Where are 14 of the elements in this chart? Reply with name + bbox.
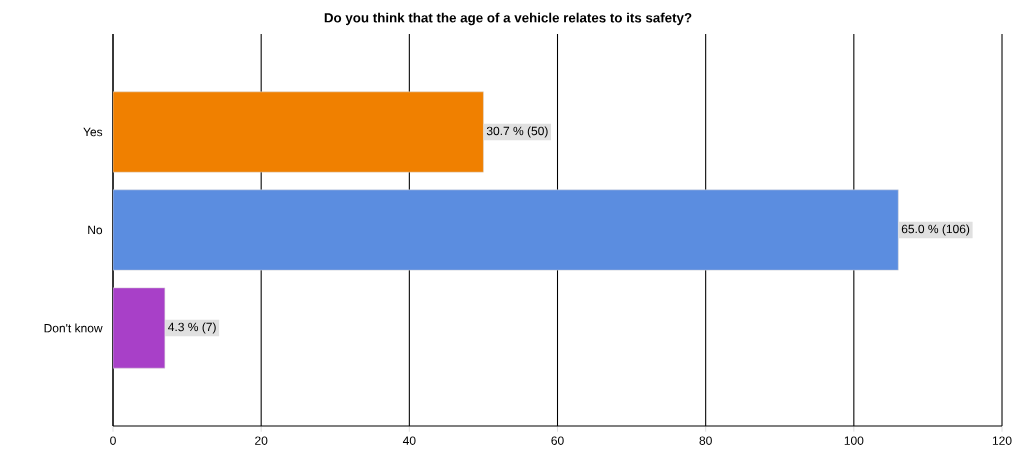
- x-tick-label: 120: [992, 436, 1012, 445]
- x-tick-label: 100: [844, 436, 864, 445]
- chart-title: Do you think that the age of a vehicle relates to its safety?: [324, 12, 692, 26]
- x-tick-label: 0: [110, 436, 116, 445]
- y-tick-label: No: [88, 225, 103, 235]
- y-tick-label: Don't know: [44, 323, 103, 333]
- y-tick-label: Yes: [83, 127, 103, 137]
- x-tick-label: 40: [402, 436, 416, 445]
- x-tick-label: 20: [255, 436, 268, 445]
- data-label: 65.0 % (106): [901, 224, 970, 236]
- x-tick-label: 60: [551, 436, 564, 445]
- data-label: 4.3 % (7): [168, 322, 216, 334]
- x-tick-label: 80: [699, 436, 712, 445]
- data-label: 30.7 % (50): [486, 126, 548, 138]
